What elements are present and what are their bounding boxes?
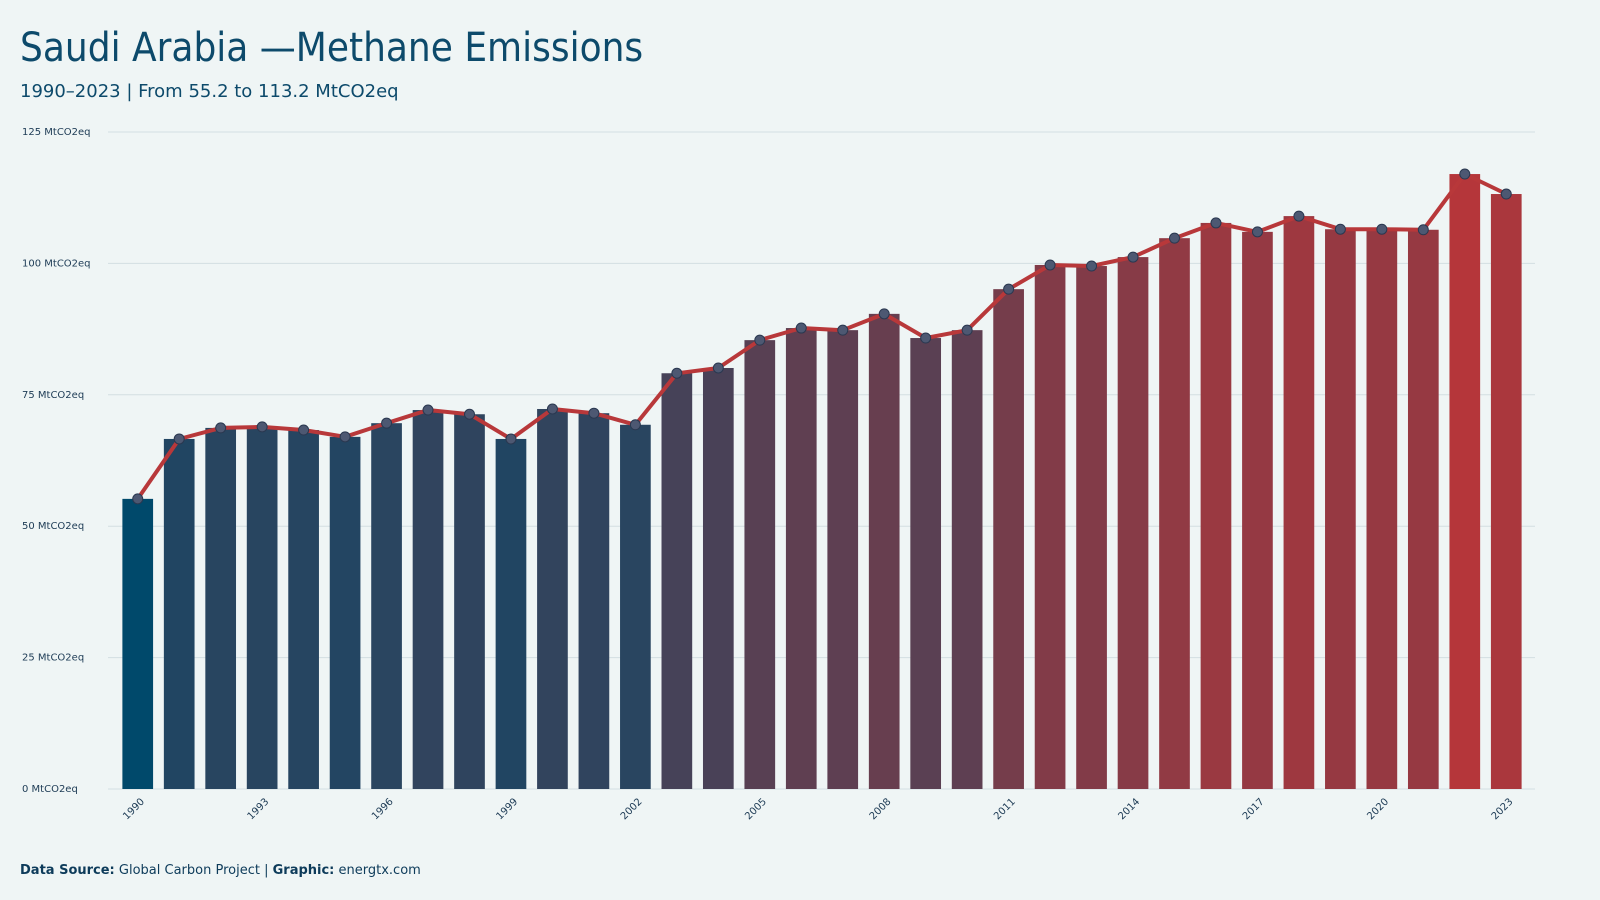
point xyxy=(671,367,683,379)
point xyxy=(1003,283,1015,295)
x-tick-label: 2011 xyxy=(992,796,1018,822)
bar xyxy=(910,338,942,789)
point xyxy=(712,362,724,374)
bar xyxy=(1366,229,1398,790)
point xyxy=(837,324,849,336)
x-tick-label: 1993 xyxy=(246,796,272,822)
bar xyxy=(412,410,444,789)
bar xyxy=(1449,174,1481,790)
x-tick-label: 2020 xyxy=(1365,796,1391,822)
point xyxy=(1500,188,1512,200)
point xyxy=(961,324,973,336)
point xyxy=(629,419,641,431)
bar xyxy=(1200,222,1232,789)
bar xyxy=(702,367,734,789)
bar xyxy=(205,427,237,789)
x-tick-label: 1996 xyxy=(370,796,396,822)
point xyxy=(1169,232,1180,244)
point xyxy=(1376,223,1388,235)
y-tick-label: 100 MtCO2eq xyxy=(22,258,91,269)
bar xyxy=(537,408,568,789)
bar xyxy=(744,340,776,789)
point xyxy=(1251,226,1263,238)
point xyxy=(505,433,517,445)
point xyxy=(795,322,807,334)
y-tick-label: 75 MtCO2eq xyxy=(22,390,84,401)
point xyxy=(1417,224,1429,236)
x-tick-label: 2014 xyxy=(1116,796,1142,822)
point xyxy=(754,334,766,346)
bar xyxy=(1117,257,1149,790)
point xyxy=(215,422,227,434)
x-tick-label: 1999 xyxy=(494,796,520,822)
graphic: energtx.com xyxy=(339,863,421,878)
point xyxy=(1044,259,1056,271)
source-label: Data Source: xyxy=(20,863,115,878)
bar xyxy=(495,438,527,789)
point xyxy=(256,421,268,433)
point xyxy=(173,433,185,445)
bar xyxy=(1242,231,1273,789)
x-tick-label: 1990 xyxy=(121,796,147,822)
bar xyxy=(122,498,154,789)
point xyxy=(1334,223,1346,235)
point xyxy=(339,431,351,443)
bar xyxy=(163,438,195,789)
bar xyxy=(454,414,485,789)
chart-subtitle: 1990–2023 | From 55.2 to 113.2 MtCO2eq xyxy=(20,81,399,102)
bar xyxy=(371,423,402,789)
point xyxy=(381,417,393,429)
bar xyxy=(868,313,900,789)
bar xyxy=(993,289,1024,789)
footer: Data Source: Global Carbon Project | Gra… xyxy=(20,863,421,878)
x-tick-label: 2002 xyxy=(619,796,645,822)
point xyxy=(1459,168,1471,180)
x-tick-label: 2005 xyxy=(743,796,769,822)
point xyxy=(132,493,144,505)
x-tick-label: 2008 xyxy=(868,796,894,822)
bar xyxy=(827,330,859,789)
bar xyxy=(1490,194,1522,789)
bar xyxy=(785,328,817,789)
point xyxy=(546,403,558,415)
bar xyxy=(951,330,983,789)
bar xyxy=(1076,266,1107,789)
point xyxy=(1210,217,1222,229)
bar xyxy=(288,430,319,789)
y-tick-label: 125 MtCO2eq xyxy=(22,127,91,138)
graphic-label: Graphic: xyxy=(273,863,335,878)
bar xyxy=(1034,264,1066,789)
y-tick-label: 25 MtCO2eq xyxy=(22,653,84,664)
x-tick-label: 2017 xyxy=(1241,796,1267,822)
point xyxy=(298,424,310,436)
bar xyxy=(578,413,610,789)
point xyxy=(422,404,434,416)
bar xyxy=(1325,229,1356,790)
bar xyxy=(329,436,361,789)
point xyxy=(1127,251,1139,263)
bar xyxy=(661,373,693,789)
point xyxy=(464,408,475,420)
point xyxy=(1086,260,1098,272)
source: Global Carbon Project | xyxy=(119,863,269,878)
bar xyxy=(1159,238,1190,789)
bar xyxy=(1407,229,1439,789)
bar xyxy=(1283,216,1315,789)
bar xyxy=(620,424,651,789)
x-tick-label: 2023 xyxy=(1490,796,1516,822)
point xyxy=(920,332,932,344)
bar xyxy=(246,426,278,789)
trend-line xyxy=(136,172,1508,501)
point xyxy=(588,407,600,419)
chart-title: Saudi Arabia —Methane Emissions xyxy=(20,25,643,71)
y-tick-label: 50 MtCO2eq xyxy=(22,521,84,532)
point xyxy=(878,308,890,320)
point xyxy=(1293,210,1305,222)
y-tick-label: 0 MtCO2eq xyxy=(22,784,78,795)
